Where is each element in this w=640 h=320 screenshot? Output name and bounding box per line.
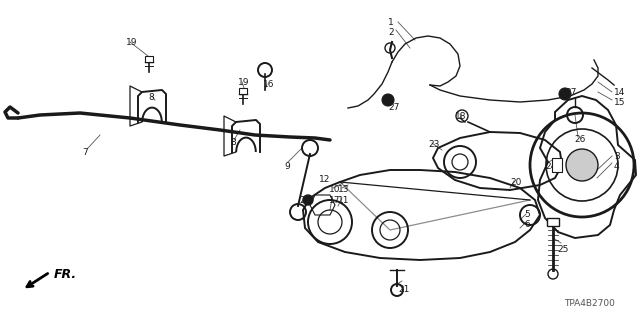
Text: 9: 9 [284, 162, 290, 171]
Text: 27: 27 [565, 88, 577, 97]
Text: 14: 14 [614, 88, 625, 97]
Text: 17: 17 [329, 196, 340, 205]
Text: FR.: FR. [54, 268, 77, 281]
Text: 8: 8 [148, 93, 154, 102]
FancyBboxPatch shape [239, 88, 247, 94]
Text: 8: 8 [230, 138, 236, 147]
Text: 23: 23 [428, 140, 440, 149]
Circle shape [303, 195, 313, 205]
Text: 3: 3 [614, 152, 620, 161]
Text: 16: 16 [263, 80, 275, 89]
Text: 13: 13 [338, 185, 349, 194]
Circle shape [566, 149, 598, 181]
Text: 10: 10 [329, 185, 340, 194]
Text: 1: 1 [388, 18, 394, 27]
Text: 27: 27 [388, 103, 399, 112]
FancyBboxPatch shape [547, 218, 559, 226]
Text: 22: 22 [299, 196, 310, 205]
FancyBboxPatch shape [145, 56, 153, 62]
Text: 19: 19 [238, 78, 250, 87]
Circle shape [382, 94, 394, 106]
Text: 24: 24 [545, 162, 556, 171]
Circle shape [559, 88, 571, 100]
Text: 26: 26 [574, 135, 586, 144]
Text: 19: 19 [126, 38, 138, 47]
Text: 21: 21 [398, 285, 410, 294]
Text: 6: 6 [524, 220, 530, 229]
Text: 11: 11 [338, 196, 349, 205]
Text: 7: 7 [82, 148, 88, 157]
Text: 5: 5 [524, 210, 530, 219]
Text: 12: 12 [319, 175, 330, 184]
Text: 25: 25 [557, 245, 568, 254]
Text: 20: 20 [510, 178, 522, 187]
Text: 18: 18 [455, 112, 467, 121]
Text: TPA4B2700: TPA4B2700 [564, 299, 616, 308]
Text: 2: 2 [388, 28, 394, 37]
FancyBboxPatch shape [552, 158, 562, 172]
Text: 4: 4 [614, 162, 620, 171]
Text: 15: 15 [614, 98, 625, 107]
